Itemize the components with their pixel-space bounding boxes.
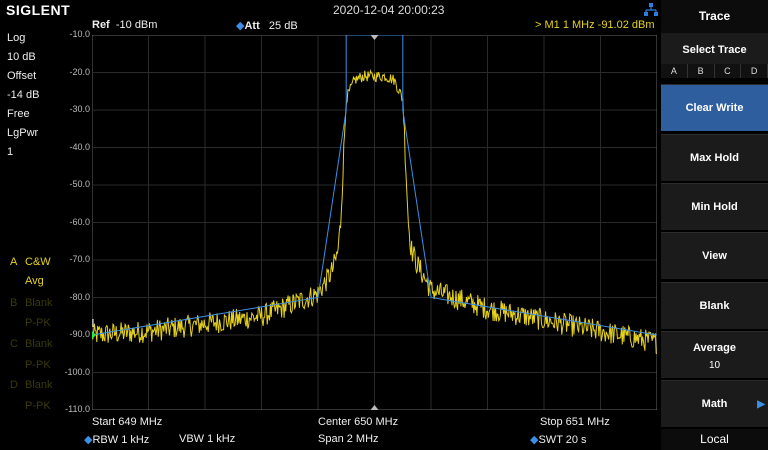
avg-count: 1 [7, 146, 14, 158]
stop-freq[interactable]: Stop 651 MHz [540, 416, 610, 428]
attenuation[interactable]: ◆Att 25 dB [236, 20, 298, 32]
limit-mask-line [92, 35, 657, 336]
avg-type: LgPwr [7, 127, 39, 139]
trace-b-mode: Blank [25, 297, 53, 309]
start-freq[interactable]: Start 649 MHz [92, 416, 163, 428]
y-tick-label: -40.0 [69, 141, 90, 152]
trace-c-mode: Blank [25, 338, 53, 350]
y-tick-label: -50.0 [69, 179, 90, 189]
view-button[interactable]: View [661, 232, 768, 279]
spectrum-plot[interactable] [92, 35, 657, 410]
y-tick-label: -60.0 [69, 216, 90, 227]
scale-div: 10 dB [7, 51, 36, 63]
trace-a-detector: Avg [25, 275, 44, 287]
tab-trace-d[interactable]: D [741, 64, 768, 78]
brand-logo: SIGLENT [6, 2, 71, 18]
center-freq[interactable]: Center 650 MHz [318, 416, 399, 428]
rbw[interactable]: ◆RBW 1 kHz [84, 434, 150, 446]
local-status[interactable]: Local [661, 429, 768, 450]
trace-c-id: C [10, 338, 18, 350]
clear-write-button[interactable]: Clear Write [661, 84, 768, 131]
math-button[interactable]: Math ▶ [661, 380, 768, 427]
y-tick-label: -10.0 [69, 29, 90, 39]
scale-type: Log [7, 32, 26, 44]
vbw[interactable]: VBW 1 kHz [179, 433, 236, 445]
blank-button[interactable]: Blank [661, 282, 768, 329]
swt-diamond-icon: ◆ [530, 434, 539, 446]
span[interactable]: Span 2 MHz [318, 433, 379, 445]
min-hold-button[interactable]: Min Hold [661, 183, 768, 230]
trace-b-id: B [10, 297, 18, 309]
max-hold-button[interactable]: Max Hold [661, 134, 768, 181]
trace-a-mode: C&W [25, 256, 51, 268]
y-tick-label: -100.0 [64, 366, 90, 377]
trace-d-detector: P-PK [25, 400, 51, 412]
center-bottom-marker [370, 405, 379, 410]
trace-tabs[interactable]: A B C D [661, 64, 768, 78]
trace-a-id: A [10, 256, 18, 268]
menu-title: Trace [661, 0, 768, 33]
marker-m1[interactable] [92, 331, 96, 339]
y-tick-label: -90.0 [69, 329, 90, 339]
average-button[interactable]: Average 10 [661, 331, 768, 378]
ref-level[interactable]: Ref -10 dBm [92, 19, 158, 31]
chevron-right-icon: ▶ [757, 399, 765, 410]
tab-trace-c[interactable]: C [714, 64, 742, 78]
trace-b-detector: P-PK [25, 317, 51, 329]
offset-value: -14 dB [7, 89, 40, 101]
tab-trace-b[interactable]: B [687, 64, 715, 78]
y-tick-label: -20.0 [69, 66, 90, 77]
y-tick-label: -70.0 [69, 254, 90, 264]
trace-d-id: D [10, 379, 18, 391]
select-trace-label: Select Trace [661, 33, 768, 64]
average-value: 10 [708, 360, 721, 371]
att-diamond-icon: ◆ [236, 20, 245, 32]
trigger-mode: Free [7, 108, 30, 120]
sweep-time[interactable]: ◆SWT 20 s [530, 434, 587, 446]
center-top-marker [370, 35, 379, 40]
marker-readout: > M1 1 MHz -91.02 dBm [535, 19, 655, 31]
offset-label: Offset [7, 70, 37, 82]
trace-d-mode: Blank [25, 379, 53, 391]
y-tick-label: -30.0 [69, 104, 90, 114]
rbw-diamond-icon: ◆ [84, 434, 93, 446]
datetime: 2020-12-04 20:00:23 [333, 3, 445, 17]
y-tick-label: -80.0 [69, 291, 90, 302]
network-icon [644, 3, 658, 16]
tab-trace-a[interactable]: A [661, 64, 688, 78]
y-tick-label: -110.0 [65, 404, 90, 414]
trace-c-detector: P-PK [25, 359, 51, 371]
